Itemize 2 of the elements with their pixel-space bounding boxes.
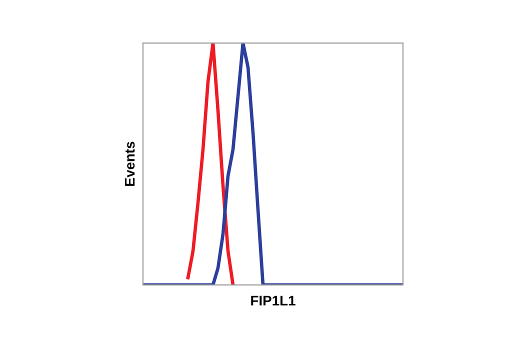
x-axis-title: FIP1L1 — [251, 296, 296, 306]
y-axis-title: Events — [125, 142, 135, 186]
